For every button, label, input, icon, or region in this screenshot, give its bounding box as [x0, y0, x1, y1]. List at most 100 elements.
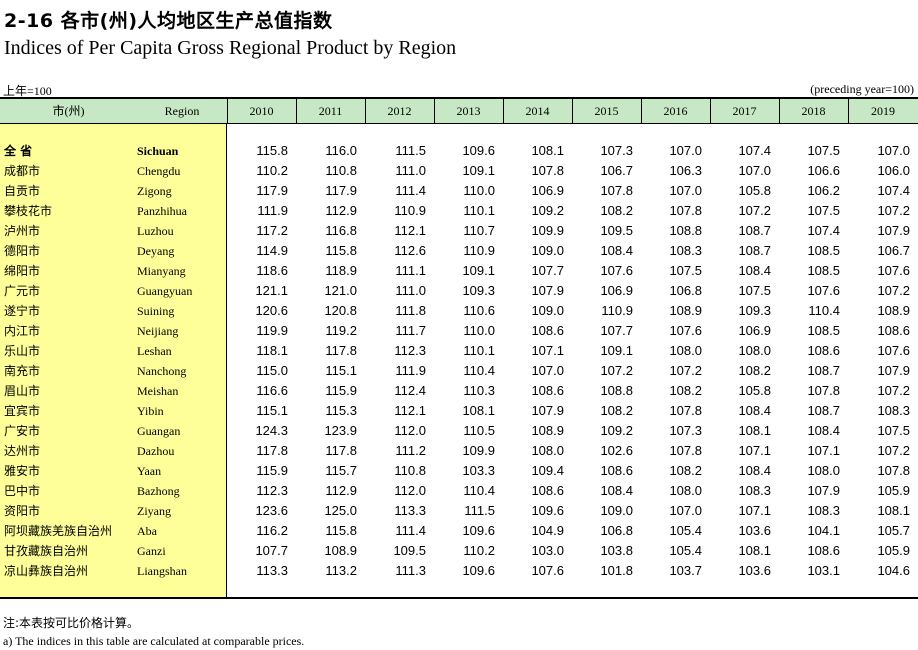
- index-value-cell: 107.5: [807, 143, 840, 158]
- region-name-cn: 乐山市: [4, 344, 41, 358]
- index-value-cell: 103.7: [669, 563, 702, 578]
- index-value-cell: 108.3: [877, 403, 910, 418]
- index-value-cell: 124.3: [255, 423, 288, 438]
- index-value-cell: 107.6: [531, 563, 564, 578]
- index-value-cell: 109.1: [462, 163, 495, 178]
- index-value-cell: 101.8: [600, 563, 633, 578]
- index-value-cell: 117.2: [256, 223, 288, 238]
- index-value-cell: 108.0: [669, 343, 702, 358]
- index-value-cell: 108.7: [738, 223, 771, 238]
- header-divider: [296, 99, 297, 123]
- index-value-cell: 105.4: [669, 543, 702, 558]
- index-value-cell: 115.9: [256, 463, 288, 478]
- index-value-cell: 106.7: [600, 163, 633, 178]
- index-value-cell: 107.3: [669, 423, 702, 438]
- header-year: 2014: [525, 104, 550, 118]
- index-value-cell: 103.3: [462, 463, 495, 478]
- index-value-cell: 117.8: [325, 343, 357, 358]
- index-value-cell: 117.9: [256, 183, 288, 198]
- index-value-cell: 108.9: [877, 303, 910, 318]
- table-row: 巴中市 Bazhong 112.3 112.9 112.0 110.4 108.6 108.4…: [0, 481, 918, 501]
- index-value-cell: 107.8: [669, 443, 702, 458]
- index-value-cell: 108.6: [877, 323, 910, 338]
- table-row: 达州市 Dazhou 117.8 117.8 111.2 109.9 108.0 102.6 1…: [0, 441, 918, 461]
- index-value-cell: 110.2: [256, 163, 288, 178]
- header-region-cn: 市(州): [52, 104, 85, 118]
- index-value-cell: 110.9: [463, 243, 495, 258]
- index-value-cell: 108.0: [531, 443, 564, 458]
- table-row: 自贡市 Zigong 117.9 117.9 111.4 110.0 106.9 107.8 1…: [0, 181, 918, 201]
- index-value-cell: 107.4: [807, 223, 840, 238]
- header-divider: [848, 99, 849, 123]
- region-name-cn: 宜宾市: [4, 404, 41, 418]
- region-name-en: Yibin: [137, 404, 164, 418]
- index-value-cell: 117.8: [325, 443, 357, 458]
- index-value-cell: 104.9: [531, 523, 564, 538]
- region-name-cn: 资阳市: [4, 504, 41, 518]
- table-row: 甘孜藏族自治州 Ganzi 107.7 108.9 109.5 110.2 103.0 103…: [0, 541, 918, 561]
- region-name-en: Suining: [137, 304, 175, 318]
- index-value-cell: 107.9: [877, 223, 910, 238]
- index-value-cell: 121.1: [255, 283, 288, 298]
- index-value-cell: 110.4: [463, 483, 495, 498]
- index-value-cell: 108.3: [669, 243, 702, 258]
- index-value-cell: 107.9: [807, 483, 840, 498]
- index-value-cell: 118.1: [256, 343, 288, 358]
- index-value-cell: 112.4: [394, 383, 426, 398]
- index-value-cell: 107.8: [600, 183, 633, 198]
- index-value-cell: 116.8: [325, 223, 357, 238]
- page-title-en: Indices of Per Capita Gross Regional Pro…: [4, 37, 457, 59]
- region-name-cn: 遂宁市: [4, 304, 41, 318]
- table-row: 资阳市 Ziyang 123.6 125.0 113.3 111.5 109.6 109.0 1…: [0, 501, 918, 521]
- index-value-cell: 115.8: [325, 243, 357, 258]
- table-row: 广元市 Guangyuan 121.1 121.0 111.0 109.3 107.9 106…: [0, 281, 918, 301]
- region-name-en: Nanchong: [137, 364, 187, 378]
- index-value-cell: 108.2: [738, 363, 771, 378]
- index-value-cell: 108.1: [531, 143, 564, 158]
- region-name-en: Dazhou: [137, 444, 175, 458]
- region-name-en: Meishan: [137, 384, 179, 398]
- index-value-cell: 109.6: [462, 523, 495, 538]
- header-year: 2010: [249, 104, 274, 118]
- table-row: 阿坝藏族羌族自治州 Aba 116.2 115.8 111.4 109.6 104.9 106…: [0, 521, 918, 541]
- index-value-cell: 109.1: [600, 343, 633, 358]
- index-value-cell: 108.4: [738, 403, 771, 418]
- index-value-cell: 107.1: [807, 443, 840, 458]
- region-name-en: Leshan: [137, 344, 172, 358]
- index-value-cell: 109.5: [393, 543, 426, 558]
- index-value-cell: 108.6: [807, 543, 840, 558]
- index-value-cell: 108.3: [807, 503, 840, 518]
- index-value-cell: 108.7: [807, 363, 840, 378]
- index-value-cell: 107.6: [877, 343, 910, 358]
- index-value-cell: 120.8: [324, 303, 357, 318]
- index-value-cell: 106.9: [531, 183, 564, 198]
- index-value-cell: 121.0: [324, 283, 357, 298]
- index-value-cell: 108.6: [531, 323, 564, 338]
- table-row: 眉山市 Meishan 116.6 115.9 112.4 110.3 108.6 108.8…: [0, 381, 918, 401]
- index-value-cell: 107.2: [877, 203, 910, 218]
- header-rule: [0, 123, 918, 124]
- index-value-cell: 110.9: [601, 303, 633, 318]
- index-value-cell: 109.9: [531, 223, 564, 238]
- index-value-cell: 109.0: [600, 503, 633, 518]
- index-value-cell: 108.1: [738, 423, 771, 438]
- region-name-en: Neijiang: [137, 324, 179, 338]
- index-value-cell: 110.7: [463, 223, 495, 238]
- region-name-cn: 广安市: [4, 424, 41, 438]
- unit-label-cn: 上年=100: [3, 84, 52, 98]
- index-value-cell: 106.6: [807, 163, 840, 178]
- index-value-cell: 108.6: [807, 343, 840, 358]
- index-value-cell: 108.3: [738, 483, 771, 498]
- region-name-cn: 巴中市: [4, 484, 41, 498]
- index-value-cell: 105.9: [877, 483, 910, 498]
- index-value-cell: 107.1: [531, 343, 564, 358]
- header-year: 2016: [663, 104, 688, 118]
- region-name-en: Deyang: [137, 244, 175, 258]
- region-name-cn: 自贡市: [4, 184, 41, 198]
- index-value-cell: 109.4: [531, 463, 564, 478]
- region-name-cn: 雅安市: [4, 464, 41, 478]
- region-name-cn: 达州市: [4, 444, 41, 458]
- index-value-cell: 107.0: [738, 163, 771, 178]
- region-name-en: Mianyang: [137, 264, 186, 278]
- region-name-cn: 眉山市: [4, 384, 41, 398]
